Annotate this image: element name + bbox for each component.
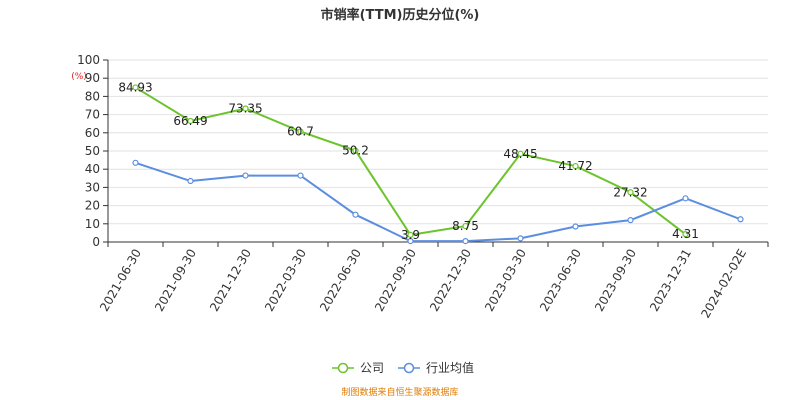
x-tick-label: 2022-06-30	[317, 247, 364, 314]
data-point	[352, 211, 359, 218]
y-tick-label: 10	[85, 217, 100, 231]
data-label: 60.7	[287, 125, 314, 139]
y-tick-label: 20	[85, 199, 100, 213]
y-tick-label: 100	[77, 53, 100, 67]
x-tick-label: 2021-09-30	[152, 247, 199, 314]
legend-item-2[interactable]: 行业均值	[398, 360, 474, 375]
legend-marker	[337, 362, 349, 374]
x-tick-label: 2021-06-30	[97, 247, 144, 314]
series-line-1	[134, 86, 687, 236]
x-tick-label: 2022-09-30	[372, 247, 419, 314]
data-label: 41.72	[558, 159, 592, 173]
data-point	[132, 84, 139, 91]
legend[interactable]: 公司 行业均值	[332, 360, 474, 375]
data-point	[737, 216, 744, 223]
data-point	[572, 223, 579, 230]
data-labels: 84.93 66.49 73.35 60.7 50.2 3.9 8.75 48.45 41.72…	[118, 80, 699, 241]
data-label: 8.75	[452, 219, 479, 233]
legend-item-1[interactable]: 公司	[332, 361, 384, 375]
x-tick-label: 2023-03-30	[482, 247, 529, 314]
data-point	[517, 235, 524, 242]
chart-title: 市销率(TTM)历史分位(%)	[321, 7, 480, 23]
y-tick-label: 60	[85, 126, 100, 140]
data-point	[407, 237, 414, 245]
data-point	[407, 231, 414, 239]
series-layer	[132, 84, 744, 245]
legend-label: 行业均值	[426, 360, 474, 375]
y-axis: 0 10 20 30 40 50 60 70 80 90 100	[77, 53, 109, 249]
legend-label: 公司	[360, 361, 384, 375]
data-point	[462, 222, 469, 230]
y-tick-label: 30	[85, 180, 100, 194]
y-tick-label: 70	[85, 108, 100, 122]
data-point	[462, 237, 469, 245]
y-tick-label: 90	[85, 71, 100, 85]
data-label: 3.9	[401, 228, 420, 242]
data-point	[187, 117, 194, 125]
data-point	[572, 162, 579, 170]
x-tick-label: 2022-03-30	[262, 247, 309, 314]
x-axis: 2021-06-30 2021-09-30 2021-12-30 2022-03-30…	[97, 241, 769, 321]
data-point	[517, 150, 524, 157]
legend-marker	[403, 362, 415, 374]
data-label: 4.31	[672, 227, 699, 241]
source-note: 制图数据来自恒生聚源数据库	[341, 386, 458, 398]
y-tick-label: 80	[85, 89, 100, 103]
series-line-2	[135, 161, 741, 243]
data-point	[242, 172, 249, 179]
data-label: 50.2	[342, 144, 369, 158]
data-point	[682, 195, 689, 202]
x-tick-label: 2024-02-02E	[698, 247, 749, 321]
y-tick-label: 0	[92, 235, 100, 249]
data-point	[297, 128, 304, 135]
grid-lines	[108, 59, 768, 225]
x-tick-label: 2021-12-30	[207, 247, 254, 314]
data-label: 73.35	[228, 102, 262, 116]
x-tick-label: 2022-12-30	[427, 247, 474, 314]
data-point	[187, 177, 194, 185]
data-point	[352, 147, 359, 154]
data-point	[297, 172, 304, 179]
x-tick-label: 2023-09-30	[592, 247, 639, 314]
y-unit-label: (%)	[71, 72, 87, 82]
y-tick-label: 50	[85, 144, 100, 158]
data-label: 48.45	[503, 147, 537, 161]
x-tick-label: 2023-06-30	[537, 247, 584, 314]
data-label: 84.93	[118, 80, 152, 94]
data-point	[627, 217, 634, 224]
data-point	[682, 231, 689, 238]
data-point	[132, 159, 139, 166]
data-point	[242, 105, 249, 112]
data-label: 27.32	[613, 185, 647, 199]
data-point	[627, 189, 634, 196]
y-tick-label: 40	[85, 162, 100, 176]
data-label: 66.49	[173, 114, 207, 128]
x-tick-label: 2023-12-31	[647, 247, 694, 314]
